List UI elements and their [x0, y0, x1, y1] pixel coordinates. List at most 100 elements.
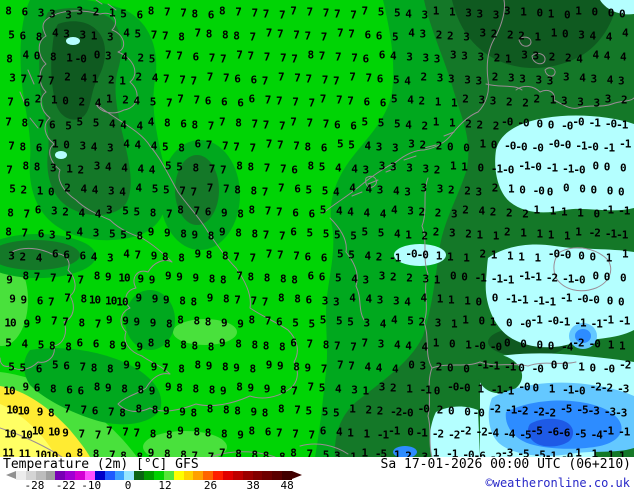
temp-value: 7: [47, 295, 55, 309]
temp-value: -5: [560, 402, 572, 416]
temp-value: 7: [292, 95, 299, 109]
temp-value: 6: [363, 95, 370, 109]
temp-value: 1: [432, 4, 440, 18]
temp-value: 6: [308, 207, 315, 221]
temp-value: 3: [476, 7, 483, 21]
temp-value: -2: [448, 428, 460, 442]
temp-value: 5: [347, 315, 354, 329]
temp-value: 2: [34, 92, 42, 106]
temp-value: 8: [249, 362, 256, 376]
temp-value: 7: [277, 70, 285, 84]
temp-value: 7: [161, 361, 169, 375]
temp-value: 2: [620, 93, 628, 107]
temp-value: 2: [78, 95, 85, 109]
temp-value: 8: [178, 251, 185, 265]
temp-value: 8: [234, 183, 241, 197]
temp-value: 5: [151, 182, 159, 196]
temp-value: 2: [564, 51, 572, 65]
temp-value: 7: [322, 6, 330, 20]
temp-value: 7: [293, 249, 300, 263]
temp-value: 6: [19, 29, 26, 43]
temp-value: 2: [421, 229, 428, 243]
temp-value: 7: [319, 92, 327, 106]
temp-value: 4: [108, 117, 116, 130]
temp-value: 8: [21, 116, 28, 129]
temp-value: -0: [586, 140, 599, 154]
temp-value: 7: [8, 139, 15, 153]
temp-value: 8: [193, 425, 200, 439]
temp-value: 10: [4, 316, 16, 330]
temp-value: 1: [50, 93, 58, 107]
temp-value: 9: [147, 225, 155, 239]
temp-value: 8: [250, 184, 257, 198]
temp-value: 3: [546, 74, 554, 88]
temp-value: 3: [378, 380, 386, 394]
temp-value: 6: [290, 225, 297, 239]
temp-value: 5: [322, 227, 330, 241]
temp-value: -5: [530, 424, 543, 438]
temp-value: 6: [207, 8, 215, 22]
temp-value: -1: [601, 313, 614, 327]
temp-value: 4: [351, 272, 358, 286]
temp-value: 4: [90, 140, 98, 154]
temp-value: 6: [320, 141, 328, 155]
temp-value: -1: [505, 403, 517, 417]
temp-value: 3: [422, 51, 429, 65]
temp-value: 0: [606, 294, 614, 308]
temp-value: 0: [603, 270, 611, 284]
temp-value: 0: [592, 159, 599, 173]
temp-value: 2: [462, 203, 469, 217]
temp-value: 9: [148, 273, 156, 287]
temp-value: 8: [193, 314, 200, 328]
temp-value: 7: [150, 28, 158, 42]
temp-value: 7: [222, 182, 230, 196]
temp-value: 2: [405, 449, 412, 458]
temp-value: 8: [218, 4, 226, 18]
temp-value: 9: [206, 291, 214, 305]
temp-value: 3: [422, 162, 429, 176]
temp-value: -0: [573, 384, 585, 398]
credit-link[interactable]: ©weatheronline.co.uk: [485, 476, 631, 490]
temp-value: 5: [162, 183, 170, 197]
temp-value: 3: [448, 226, 456, 240]
temp-value: -1: [618, 425, 630, 439]
temp-value: 6: [180, 117, 187, 130]
temp-value: 1: [547, 7, 555, 21]
temp-value: 1: [548, 382, 556, 396]
temp-value: 4: [379, 317, 387, 331]
temp-value: 3: [93, 159, 101, 173]
temp-value: 3: [464, 73, 471, 87]
temp-value: 1: [607, 448, 615, 458]
temp-value: 5: [319, 203, 327, 217]
temp-value: 4: [405, 339, 412, 352]
temp-value: -6: [473, 449, 486, 458]
temp-value: 8: [49, 50, 57, 64]
temp-value: 4: [619, 50, 627, 64]
temp-value: 0: [561, 27, 569, 41]
temp-value: 7: [348, 27, 355, 41]
temp-value: 9: [237, 317, 244, 331]
temp-value: 3: [333, 449, 341, 458]
temp-value: 3: [477, 50, 484, 64]
temp-value: 1: [490, 248, 498, 262]
temp-value: 8: [235, 337, 242, 350]
temp-value: 1: [560, 205, 568, 219]
temp-value: 0: [561, 359, 569, 373]
temp-value: 7: [179, 73, 186, 87]
temp-value: 0: [446, 140, 454, 154]
temp-value: 3: [449, 48, 457, 62]
temp-value: -2: [475, 425, 488, 439]
temp-value: 1: [465, 338, 472, 351]
temp-value: 1: [119, 74, 126, 88]
temp-value: 1: [361, 446, 368, 458]
temp-value: 7: [350, 340, 357, 353]
temp-value: 8: [208, 383, 216, 397]
temp-value: 11: [18, 447, 31, 458]
temp-value: 9: [177, 424, 184, 438]
temp-value: 8: [278, 340, 286, 353]
temp-value: -4: [590, 428, 603, 442]
temp-value: 1: [436, 292, 444, 306]
temp-value: 8: [48, 339, 56, 352]
temp-value: 3: [503, 4, 511, 18]
temp-value: 8: [277, 291, 285, 305]
